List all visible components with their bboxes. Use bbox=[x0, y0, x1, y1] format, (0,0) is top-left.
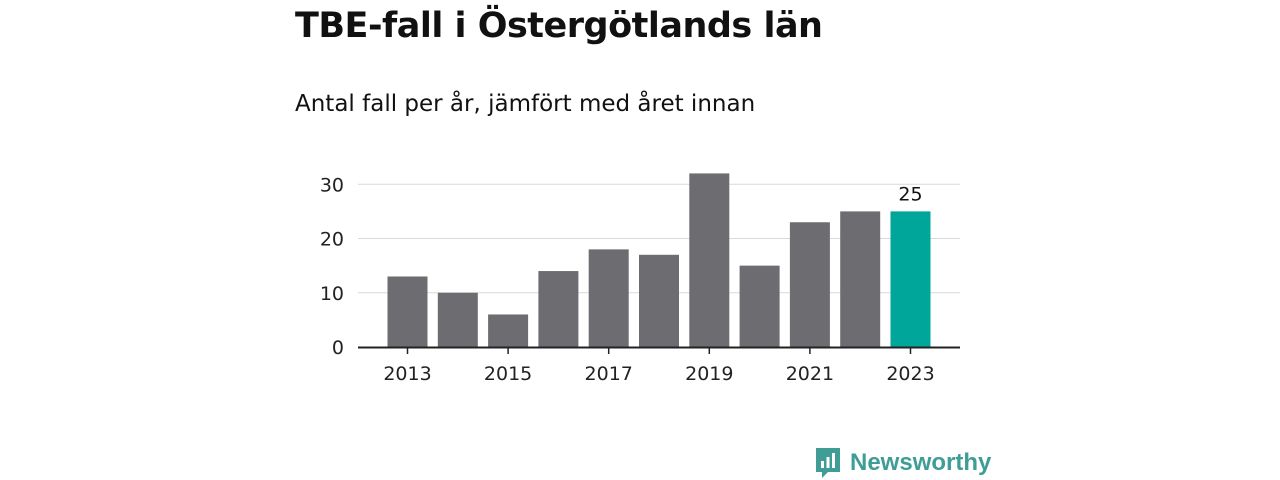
y-tick-label-30: 30 bbox=[320, 174, 344, 196]
x-tick-label-2013: 2013 bbox=[383, 363, 431, 385]
chart-title: TBE-fall i Östergötlands län bbox=[295, 6, 823, 46]
x-tick-label-2015: 2015 bbox=[484, 363, 532, 385]
brand-logo: Newsworthy bbox=[814, 446, 991, 480]
chart-subtitle: Antal fall per år, jämfört med året inna… bbox=[295, 91, 756, 117]
bar-2013 bbox=[387, 276, 428, 347]
x-tick-label-2017: 2017 bbox=[585, 363, 633, 385]
y-tick-label-20: 20 bbox=[320, 229, 344, 251]
bar-2015 bbox=[488, 314, 529, 347]
bar-2021 bbox=[789, 222, 830, 347]
bar-2018 bbox=[639, 254, 679, 347]
newsworthy-logo-icon bbox=[816, 448, 840, 478]
bar-2022 bbox=[840, 211, 881, 347]
y-tick-label-0: 0 bbox=[332, 337, 344, 359]
data-label-2023: 25 bbox=[898, 183, 922, 205]
bar-2019 bbox=[689, 173, 730, 347]
x-tick-label-2023: 2023 bbox=[886, 363, 934, 385]
bar-2014 bbox=[437, 292, 478, 347]
bar-2023 bbox=[890, 211, 931, 347]
bar-2017 bbox=[588, 249, 629, 347]
bar-2020 bbox=[739, 265, 780, 347]
bar-2016 bbox=[538, 271, 579, 347]
x-tick-label-2021: 2021 bbox=[786, 363, 834, 385]
brand-name: Newsworthy bbox=[850, 449, 992, 476]
y-tick-label-10: 10 bbox=[320, 283, 344, 305]
x-tick-label-2019: 2019 bbox=[685, 363, 733, 385]
